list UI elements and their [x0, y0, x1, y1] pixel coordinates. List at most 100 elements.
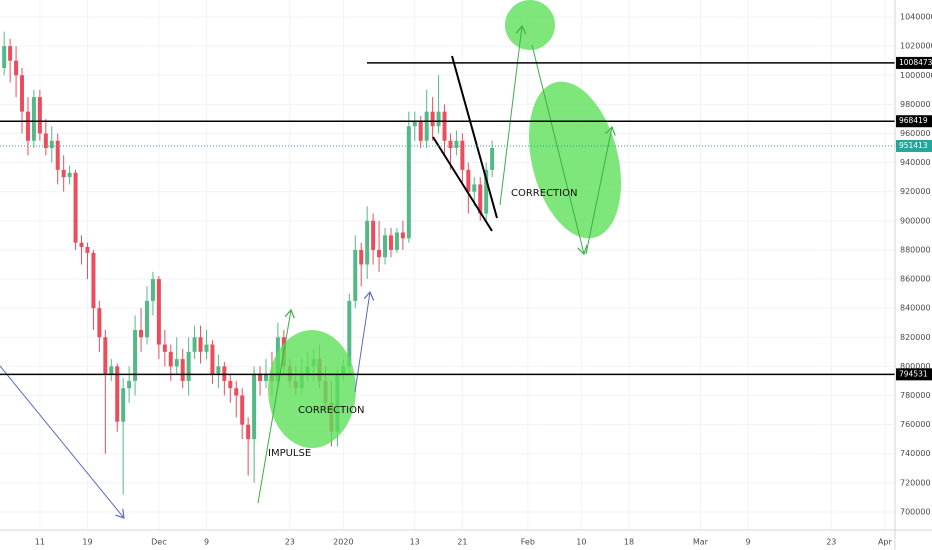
- candle-body: [460, 140, 465, 170]
- candle-body: [353, 249, 358, 301]
- candle-body: [150, 279, 155, 301]
- candle-body: [61, 169, 66, 178]
- candle-body: [412, 121, 417, 127]
- candle-body: [14, 60, 19, 76]
- candle-body: [121, 388, 126, 422]
- x-tick-label: Mar: [693, 538, 709, 547]
- candle-body: [127, 380, 132, 389]
- y-tick-label: 900000: [900, 216, 931, 225]
- x-tick-label: 10: [576, 538, 586, 547]
- y-tick-label: 1020000: [900, 42, 932, 51]
- candle-body: [109, 366, 114, 374]
- candle-body: [73, 172, 78, 243]
- candle-body: [436, 111, 441, 127]
- x-tick-label: 21: [457, 538, 467, 547]
- y-tick-label: 840000: [900, 304, 931, 313]
- candle-body: [133, 329, 138, 381]
- arrow: [531, 44, 584, 254]
- candle-body: [79, 242, 84, 248]
- annotation: CORRECTION: [511, 188, 577, 199]
- price-label-box: [896, 139, 932, 152]
- candle-body: [144, 300, 149, 338]
- trend-line: [432, 136, 493, 232]
- candle-body: [91, 252, 96, 309]
- candle-body: [31, 97, 36, 141]
- candle-body: [448, 140, 453, 149]
- candle-body: [258, 373, 263, 381]
- candle-body: [228, 380, 233, 389]
- x-tick-label: 18: [624, 538, 634, 547]
- price-label: 1008473: [899, 58, 932, 67]
- x-tick-label: 23: [285, 538, 295, 547]
- y-tick-label: 940000: [900, 158, 931, 167]
- candle-body: [347, 300, 352, 367]
- candle-body: [204, 344, 209, 352]
- candle-body: [490, 148, 495, 170]
- x-tick-label: Feb: [521, 538, 535, 547]
- candle-body: [394, 232, 399, 250]
- y-tick-label: 740000: [900, 449, 931, 458]
- y-tick-label: 760000: [900, 420, 931, 429]
- candle-body: [180, 359, 185, 381]
- candle-body: [383, 235, 388, 258]
- x-tick-label: Apr: [878, 538, 893, 547]
- candle-body: [466, 169, 471, 192]
- y-tick-label: 800000: [900, 362, 931, 371]
- y-tick-label: 1000000: [900, 71, 932, 80]
- candle-body: [43, 133, 48, 149]
- price-label-box: [896, 56, 932, 69]
- candle-body: [388, 235, 393, 250]
- y-tick-label: 880000: [900, 245, 931, 254]
- y-tick-label: 920000: [900, 187, 931, 196]
- x-tick-label: 9: [204, 538, 209, 547]
- circle: [505, 0, 555, 50]
- candle-body: [400, 232, 405, 239]
- candle-body: [49, 140, 54, 149]
- candle-body: [103, 337, 108, 374]
- candle-body: [234, 388, 239, 396]
- y-tick-label: 960000: [900, 129, 931, 138]
- candle-body: [168, 351, 173, 367]
- candle-body: [371, 220, 376, 250]
- candle-body: [97, 308, 102, 338]
- candle-body: [252, 373, 257, 440]
- candle-body: [55, 140, 60, 170]
- arrow: [257, 310, 291, 504]
- candle-body: [478, 184, 483, 214]
- x-tick-label: 11: [35, 538, 45, 547]
- candle-body: [430, 111, 435, 127]
- annotation: CORRECTION: [298, 405, 364, 416]
- candle-body: [240, 395, 245, 425]
- ellipse: [268, 330, 356, 448]
- candle-body: [198, 337, 203, 352]
- arrow: [354, 292, 370, 393]
- y-tick-label: 720000: [900, 478, 931, 487]
- x-tick-label: Dec: [151, 538, 166, 547]
- candle-body: [2, 46, 7, 68]
- price-label: 968419: [899, 116, 928, 125]
- candle-body: [186, 351, 191, 381]
- candle-body: [442, 111, 447, 141]
- candle-body: [8, 46, 13, 61]
- candle-body: [139, 329, 144, 338]
- candle-body: [454, 140, 459, 149]
- y-tick-label: 780000: [900, 391, 931, 400]
- price-label: 794531: [899, 369, 928, 378]
- price-label-box: [896, 368, 932, 381]
- y-tick-label: 860000: [900, 275, 931, 284]
- candle-body: [264, 373, 269, 381]
- price-label-box: [896, 115, 932, 128]
- annotation: IMPULSE: [268, 448, 311, 459]
- x-tick-label: 9: [745, 538, 750, 547]
- candle-body: [472, 184, 477, 192]
- candle-body: [174, 359, 179, 367]
- candle-body: [246, 424, 251, 440]
- candle-body: [365, 220, 370, 265]
- candle-body: [418, 121, 423, 141]
- candle-body: [210, 344, 215, 374]
- candle-body: [216, 366, 221, 374]
- x-tick-label: 2020: [333, 538, 353, 547]
- candle-body: [25, 111, 30, 141]
- candle-body: [162, 344, 167, 352]
